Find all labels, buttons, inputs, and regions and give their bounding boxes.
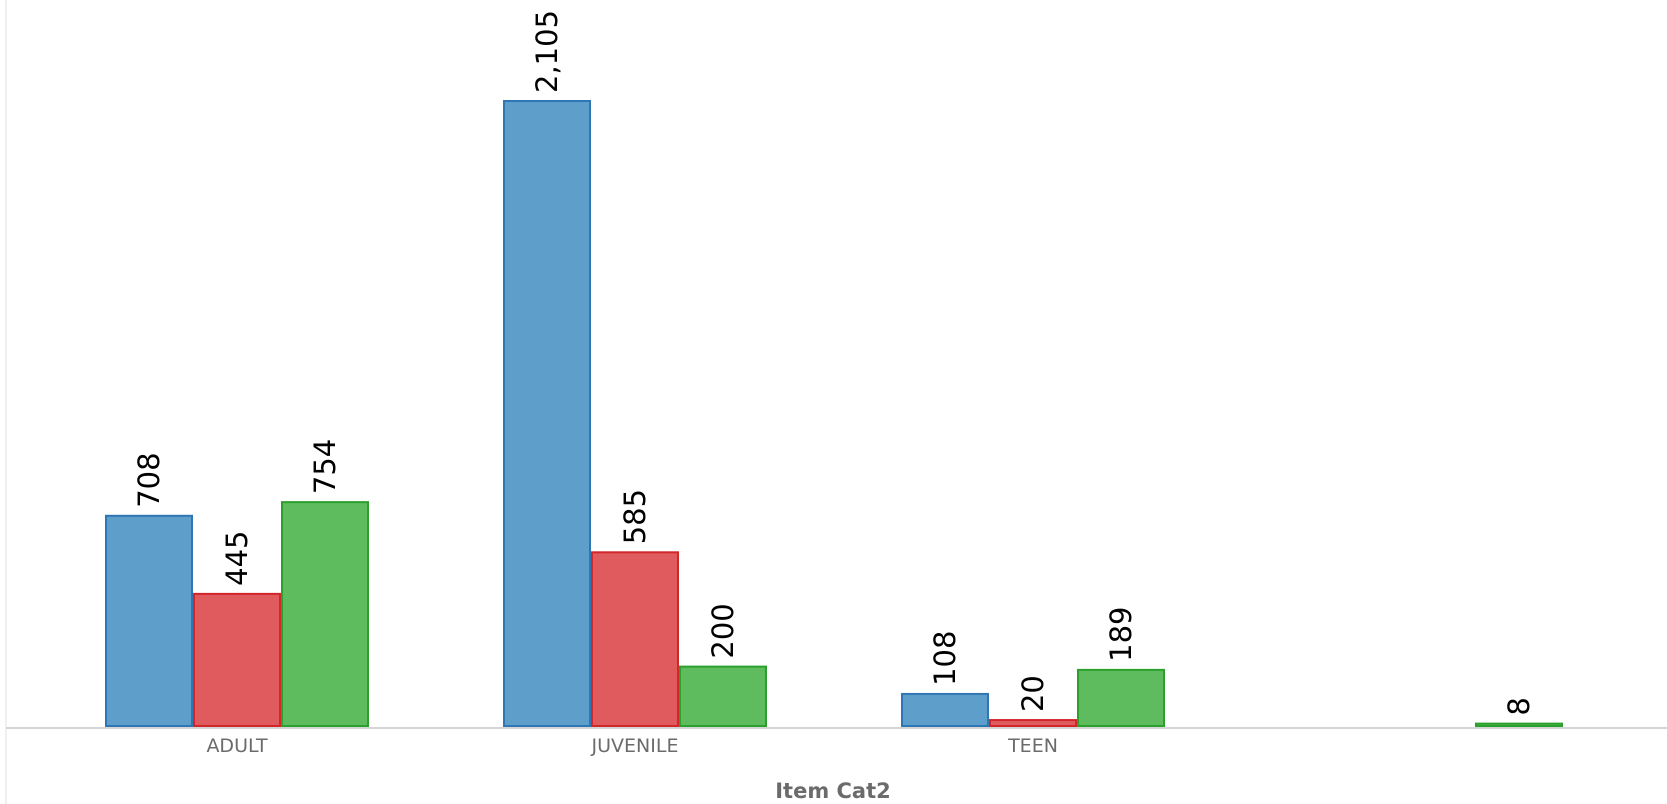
bar-teen-series-3 <box>1077 668 1165 727</box>
bar-juvenile-series-1 <box>503 100 591 727</box>
data-label-adult-series-2: 445 <box>220 531 254 586</box>
data-label-adult-series-3: 754 <box>308 439 342 494</box>
bars-layer <box>105 100 1563 728</box>
x-axis-title: Item Cat2 <box>775 779 891 803</box>
data-label-juvenile-series-2: 585 <box>618 489 652 544</box>
bar-juvenile-series-3 <box>679 665 767 727</box>
data-labels-layer: 708 445 754 2,105 585 200 108 20 189 8 <box>132 10 1536 716</box>
data-label-juvenile-series-1: 2,105 <box>530 10 564 93</box>
bar-teen-series-1 <box>901 692 989 727</box>
data-label-teen-series-2: 20 <box>1016 675 1050 712</box>
bar-juvenile-series-2 <box>591 551 679 727</box>
data-label-juvenile-series-3: 200 <box>706 603 740 658</box>
bar-blank-series-3 <box>1475 722 1563 727</box>
x-tick-label-teen: TEEN <box>1007 735 1058 757</box>
bar-teen-series-2 <box>989 719 1077 728</box>
bar-adult-series-1 <box>105 514 193 727</box>
x-tick-label-juvenile: JUVENILE <box>591 735 679 757</box>
data-label-teen-series-3: 189 <box>1104 607 1138 662</box>
data-label-teen-series-1: 108 <box>928 631 962 686</box>
x-tick-labels: ADULT JUVENILE TEEN <box>206 735 1057 757</box>
x-tick-label-adult: ADULT <box>206 735 268 757</box>
bar-adult-series-2 <box>193 592 281 727</box>
data-label-adult-series-1: 708 <box>132 452 166 507</box>
bar-adult-series-3 <box>281 501 369 727</box>
data-label-blank-series-3: 8 <box>1502 697 1536 715</box>
